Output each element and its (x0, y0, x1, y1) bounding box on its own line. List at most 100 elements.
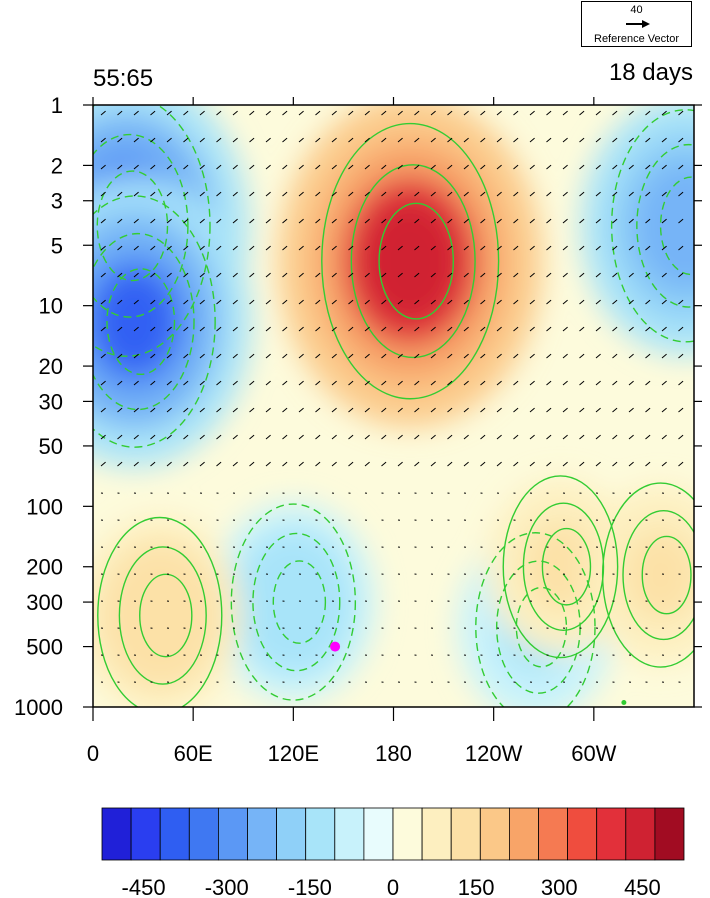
wind-vector (249, 137, 255, 143)
wind-vector (480, 218, 486, 224)
wind-vector (496, 245, 502, 251)
wind-vector (216, 110, 222, 116)
wind-vector (216, 272, 222, 278)
wind-vector (562, 164, 568, 170)
wind-vector (216, 218, 222, 224)
wind-vector (381, 137, 387, 143)
wind-vector (628, 110, 634, 116)
wind-vector (282, 245, 288, 251)
wind-vector (595, 380, 601, 386)
wind-vector (612, 137, 618, 143)
wind-vector (117, 110, 123, 116)
wind-vector (628, 461, 634, 467)
wind-vector (645, 272, 651, 278)
wind-vector (364, 164, 370, 170)
wind-vector (117, 164, 123, 170)
magenta-point (330, 641, 341, 652)
wind-vector (265, 299, 271, 305)
wind-vector (117, 272, 123, 278)
wind-vector (265, 272, 271, 278)
wind-vector (513, 245, 519, 251)
contour-6-1 (118, 546, 207, 685)
wind-vector (232, 218, 238, 224)
wind-vector (282, 326, 288, 332)
wind-vector (595, 353, 601, 359)
wind-vector (331, 434, 337, 440)
wind-vector (546, 191, 552, 197)
wind-vector (265, 326, 271, 332)
wind-vector (661, 353, 667, 359)
wind-vector (546, 461, 552, 467)
wind-vector (199, 407, 205, 413)
wind-vector (513, 407, 519, 413)
wind-vector (249, 245, 255, 251)
wind-vector (661, 164, 667, 170)
wind-vector (150, 326, 156, 332)
wind-vector (100, 110, 106, 116)
wind-vector (249, 434, 255, 440)
wind-vector (331, 245, 337, 251)
wind-vector (628, 191, 634, 197)
anomaly-blob-8 (633, 542, 688, 608)
wind-vector (199, 110, 205, 116)
wind-vector (282, 461, 288, 467)
wind-vector (628, 434, 634, 440)
wind-vector (513, 353, 519, 359)
wind-vector (480, 380, 486, 386)
wind-vector (381, 326, 387, 332)
wind-vector (612, 461, 618, 467)
wind-vector (364, 434, 370, 440)
wind-vector (298, 407, 304, 413)
colorbar-swatch (538, 807, 569, 861)
wind-vector (133, 164, 139, 170)
wind-vector (298, 380, 304, 386)
y-tick-label: 1 (51, 93, 63, 118)
wind-vector (315, 218, 321, 224)
wind-vector (447, 461, 453, 467)
wind-vector (678, 407, 684, 413)
wind-vector (166, 299, 172, 305)
wind-vector (199, 272, 205, 278)
wind-vector (612, 380, 618, 386)
wind-vector (166, 326, 172, 332)
y-tick-label: 30 (39, 389, 63, 414)
wind-vector (480, 191, 486, 197)
wind-vector (529, 353, 535, 359)
wind-vector (661, 218, 667, 224)
wind-vector (364, 191, 370, 197)
wind-vector (397, 272, 403, 278)
wind-vector (381, 353, 387, 359)
wind-vector (529, 110, 535, 116)
wind-vector (513, 191, 519, 197)
wind-vector (315, 137, 321, 143)
wind-vector (645, 461, 651, 467)
wind-vector (265, 353, 271, 359)
wind-vector (579, 434, 585, 440)
y-tick-label: 50 (39, 434, 63, 459)
wind-vector (331, 461, 337, 467)
wind-vector (678, 434, 684, 440)
colorbar-swatch (363, 807, 394, 861)
wind-vector (348, 164, 354, 170)
wind-vector (447, 164, 453, 170)
wind-vector (100, 380, 106, 386)
wind-vector (529, 299, 535, 305)
wind-vector (562, 110, 568, 116)
wind-vector (331, 110, 337, 116)
wind-vector (315, 326, 321, 332)
colorbar-swatch (654, 807, 685, 861)
wind-vector (364, 326, 370, 332)
wind-vector (232, 110, 238, 116)
wind-vector (496, 461, 502, 467)
wind-vector (282, 110, 288, 116)
wind-vector (628, 272, 634, 278)
wind-vector (430, 137, 436, 143)
wind-vector (150, 110, 156, 116)
wind-vector (397, 218, 403, 224)
wind-vector (315, 110, 321, 116)
wind-vector (381, 299, 387, 305)
wind-vector (447, 245, 453, 251)
wind-vector (447, 353, 453, 359)
wind-vector (562, 461, 568, 467)
wind-vector (117, 434, 123, 440)
